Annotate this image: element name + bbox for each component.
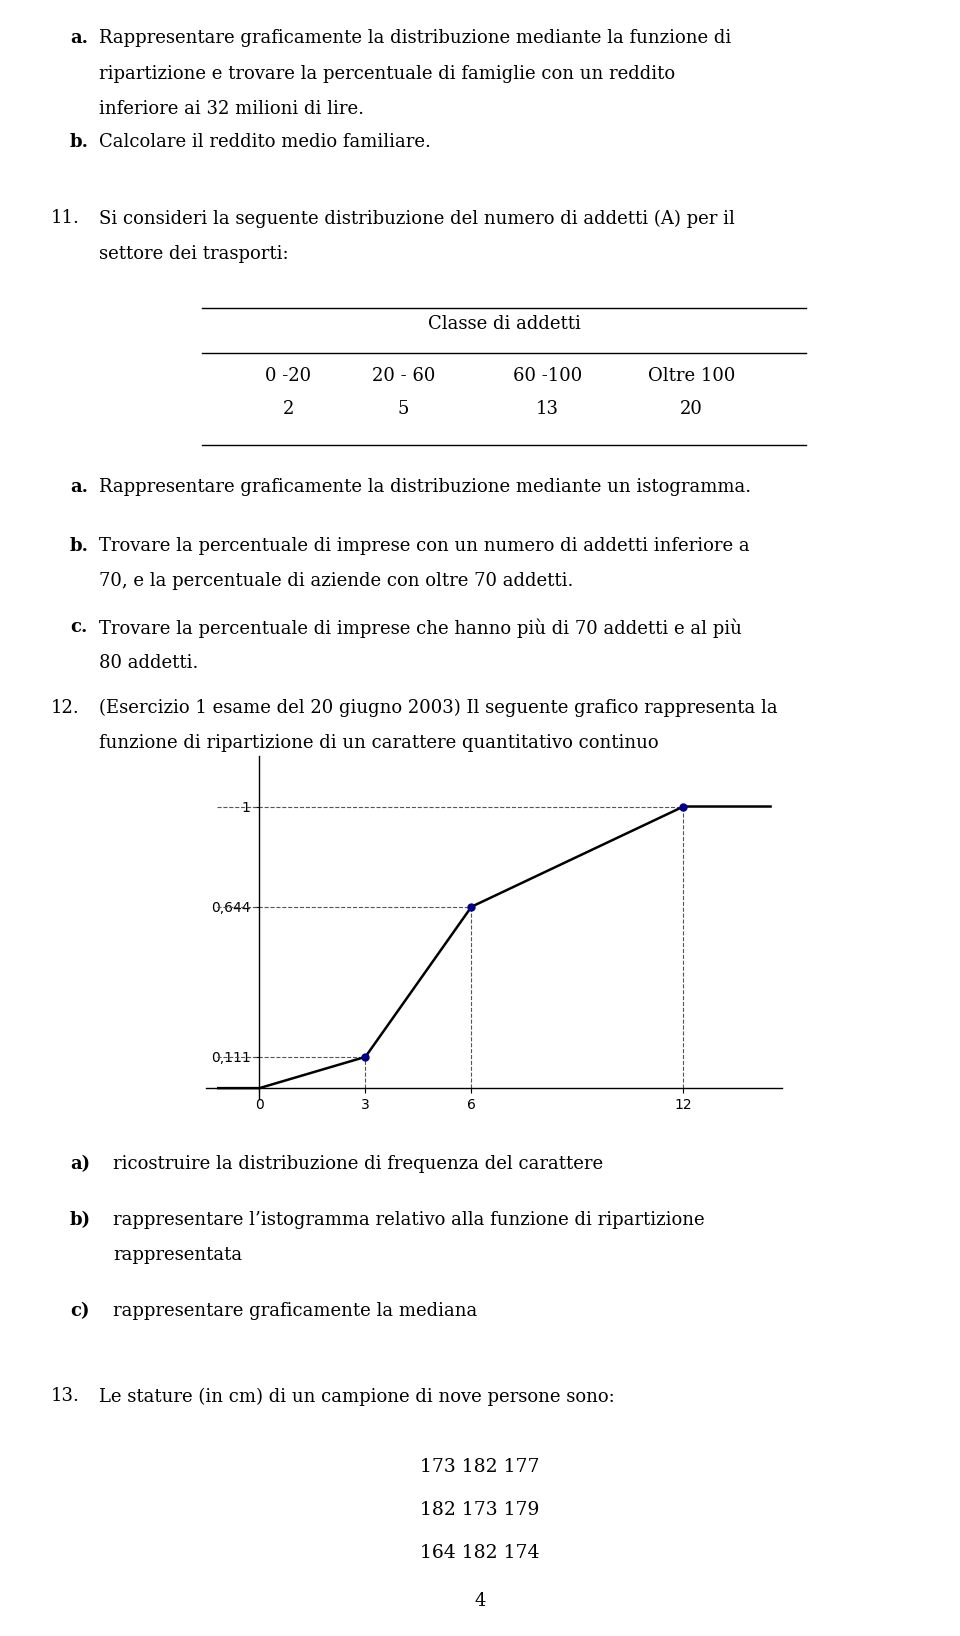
Text: c.: c. [70, 618, 87, 636]
Text: 12.: 12. [51, 699, 80, 717]
Text: Si consideri la seguente distribuzione del numero di addetti (A) per il: Si consideri la seguente distribuzione d… [99, 209, 734, 227]
Text: 164 182 174: 164 182 174 [420, 1544, 540, 1562]
Text: inferiore ai 32 milioni di lire.: inferiore ai 32 milioni di lire. [99, 100, 364, 118]
Text: 13: 13 [536, 399, 559, 419]
Text: a.: a. [70, 478, 88, 496]
Text: 20 - 60: 20 - 60 [372, 366, 435, 386]
Text: c): c) [70, 1302, 89, 1320]
Text: a.: a. [70, 29, 88, 47]
Text: 2: 2 [282, 399, 294, 419]
Text: b.: b. [70, 134, 89, 152]
Text: 70, e la percentuale di aziende con oltre 70 addetti.: 70, e la percentuale di aziende con oltr… [99, 571, 573, 591]
Text: Le stature (in cm) di un campione di nove persone sono:: Le stature (in cm) di un campione di nov… [99, 1387, 614, 1405]
Text: Rappresentare graficamente la distribuzione mediante un istogramma.: Rappresentare graficamente la distribuzi… [99, 478, 751, 496]
Text: Rappresentare graficamente la distribuzione mediante la funzione di: Rappresentare graficamente la distribuzi… [99, 29, 732, 47]
Text: 60 -100: 60 -100 [513, 366, 582, 386]
Text: 0 -20: 0 -20 [265, 366, 311, 386]
Text: a): a) [70, 1155, 90, 1173]
Text: 182 173 179: 182 173 179 [420, 1502, 540, 1520]
Text: 173 182 177: 173 182 177 [420, 1458, 540, 1476]
Text: rappresentare l’istogramma relativo alla funzione di ripartizione: rappresentare l’istogramma relativo alla… [113, 1211, 705, 1229]
Text: Calcolare il reddito medio familiare.: Calcolare il reddito medio familiare. [99, 134, 431, 152]
Text: 5: 5 [397, 399, 409, 419]
Text: 80 addetti.: 80 addetti. [99, 653, 199, 672]
Text: 20: 20 [680, 399, 703, 419]
Text: Trovare la percentuale di imprese che hanno più di 70 addetti e al più: Trovare la percentuale di imprese che ha… [99, 618, 742, 638]
Text: rappresentata: rappresentata [113, 1247, 243, 1265]
Text: Trovare la percentuale di imprese con un numero di addetti inferiore a: Trovare la percentuale di imprese con un… [99, 537, 750, 555]
Text: funzione di ripartizione di un carattere quantitativo continuo: funzione di ripartizione di un carattere… [99, 733, 659, 753]
Text: (Esercizio 1 esame del 20 giugno 2003) Il seguente grafico rappresenta la: (Esercizio 1 esame del 20 giugno 2003) I… [99, 699, 778, 717]
Text: b.: b. [70, 537, 89, 555]
Text: b): b) [70, 1211, 91, 1229]
Text: ripartizione e trovare la percentuale di famiglie con un reddito: ripartizione e trovare la percentuale di… [99, 65, 675, 83]
Text: ricostruire la distribuzione di frequenza del carattere: ricostruire la distribuzione di frequenz… [113, 1155, 604, 1173]
Text: 4: 4 [474, 1592, 486, 1610]
Text: Classe di addetti: Classe di addetti [427, 316, 581, 334]
Text: settore dei trasporti:: settore dei trasporti: [99, 244, 289, 263]
Text: Oltre 100: Oltre 100 [647, 366, 735, 386]
Text: 13.: 13. [51, 1387, 80, 1405]
Text: 11.: 11. [51, 209, 80, 227]
Text: rappresentare graficamente la mediana: rappresentare graficamente la mediana [113, 1302, 477, 1320]
